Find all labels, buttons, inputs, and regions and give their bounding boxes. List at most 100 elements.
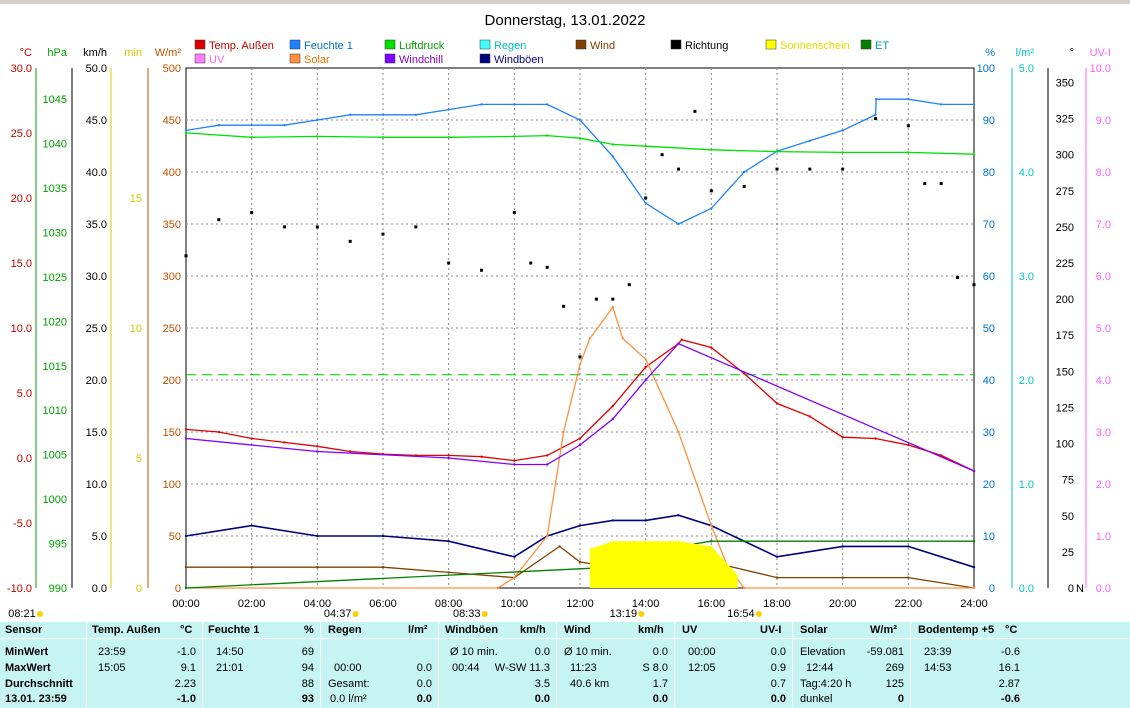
direction-point [447,261,451,265]
series-point [447,108,450,111]
boeen-10min-value: 0.0 [534,646,550,658]
uvi-axis-tick-label: 2.0 [1096,479,1111,491]
legend-swatch [289,53,301,64]
temp-max-value: 9.1 [180,662,196,674]
direction-point [578,355,582,359]
sun-marker-label: 16:54 [727,608,755,620]
direction-point [923,182,927,186]
series-point [710,148,713,151]
direction-point [217,218,221,222]
temp-avg: 2.23 [174,678,196,690]
solar-max-time: 12:44 [806,662,834,674]
series-line [185,98,974,225]
sunshine-point [677,540,680,542]
series-windchill [184,342,976,473]
legend-swatch [384,39,396,50]
series-point [907,576,910,579]
direction-point [315,225,319,229]
uvi-axis-tick-label: 4.0 [1096,375,1111,387]
boeen-10min-label: Ø 10 min. [450,646,498,658]
kmh-axis-tick-label: 15.0 [86,427,107,439]
temp-current: -1.0 [177,693,196,705]
series-point [644,378,647,382]
direction-point [414,225,418,229]
x-tick-label: 06:00 [369,598,397,610]
hpa-axis-tick-label: 1030 [43,227,67,239]
deg-axis-tick-label: 50 [1062,511,1074,523]
legend-swatch [575,39,587,50]
deg-axis-tick-label: 100 [1056,439,1074,451]
legend-swatch [194,39,206,50]
direction-point [660,153,664,157]
series-point [558,545,561,548]
stats-table: Sensor Temp. Außen °C Feuchte 1 % Regen … [0,622,1130,708]
lm2-axis-tick-label: 0.0 [1019,583,1034,595]
series-point [578,560,582,564]
legend-label: Richtung [685,40,728,52]
series-point [496,586,500,590]
x-tick-label: 20:00 [829,598,857,610]
solar-avg: 125 [885,678,904,690]
series-point [348,113,352,117]
series-point [447,571,450,574]
uv-avg: 0.7 [770,678,786,690]
temp-axis-tick-label: -10.0 [7,583,32,595]
series-point [184,534,188,538]
series-point [578,137,582,140]
series-point [381,113,385,117]
x-tick-label: 04:00 [304,598,332,610]
temp-axis-tick-label: 25.0 [11,128,32,140]
deg-axis-tick-label: 200 [1056,294,1074,306]
min-axis-tick-label: 5 [136,453,142,465]
deg-axis-tick-label: 275 [1056,186,1074,198]
pct-axis-tick-label: 50 [983,323,995,335]
temp-min-time: 23:59 [98,646,126,658]
header-regen: Regen [328,624,362,636]
wm2-axis-tick-label: 350 [163,219,181,231]
col-separator [910,622,911,708]
boden-min-value: -0.6 [1001,646,1020,658]
series-point [611,519,615,522]
series-sonnenschein [589,540,739,588]
x-tick-label: 18:00 [763,598,791,610]
hpa-axis-unit-label: hPa [47,47,67,59]
temp-axis-tick-label: -5.0 [13,518,32,530]
weather-chart: 30.025.020.015.010.05.00.0-5.0-10.0°C104… [7,39,1111,620]
direction-point [250,210,254,214]
sun-marker-icon [481,611,488,617]
direction-point [381,232,385,236]
series-point [217,124,221,127]
uv-current: 0.0 [770,693,786,705]
pct-axis-tick-label: 40 [983,375,995,387]
min-axis-tick-label: 0 [136,583,142,595]
feuchte-max-value: 94 [301,662,314,674]
north-label: N [1076,583,1084,595]
solar-daylength: Tag:4:20 h [800,678,852,690]
min-axis-unit-label: min [124,47,142,59]
pct-axis-tick-label: 20 [983,479,995,491]
boden-avg: 2.87 [998,678,1020,690]
series-point [644,519,647,522]
series-point [939,103,943,106]
hpa-axis-tick-label: 1005 [43,450,67,462]
series-point [250,437,253,440]
series-point [513,576,516,579]
sunshine-point [589,548,591,550]
uvi-axis-tick-label: 3.0 [1096,427,1111,439]
boeen-avg: 3.5 [534,678,550,690]
kmh-axis-tick-label: 30.0 [86,271,107,283]
pct-axis-tick-label: 90 [983,115,995,127]
legend-label: Windchill [399,54,443,66]
wind-distance: 40.6 km [570,678,610,690]
deg-axis-tick-label: 225 [1056,258,1074,270]
series-point [742,372,746,375]
series-point [841,545,844,548]
wind-max-time: 11:23 [570,662,597,674]
direction-point [956,275,960,279]
temp-axis-tick-label: 30.0 [11,63,32,75]
series-point [611,417,615,421]
direction-point [529,261,533,265]
series-point [184,437,188,440]
min-axis-tick-label: 15 [130,193,142,205]
uvi-axis-tick-label: 6.0 [1096,271,1111,283]
